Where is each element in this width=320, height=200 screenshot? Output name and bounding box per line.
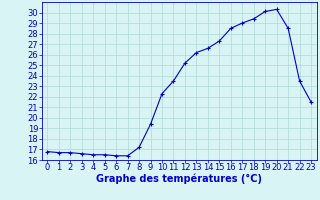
- X-axis label: Graphe des températures (°C): Graphe des températures (°C): [96, 174, 262, 184]
